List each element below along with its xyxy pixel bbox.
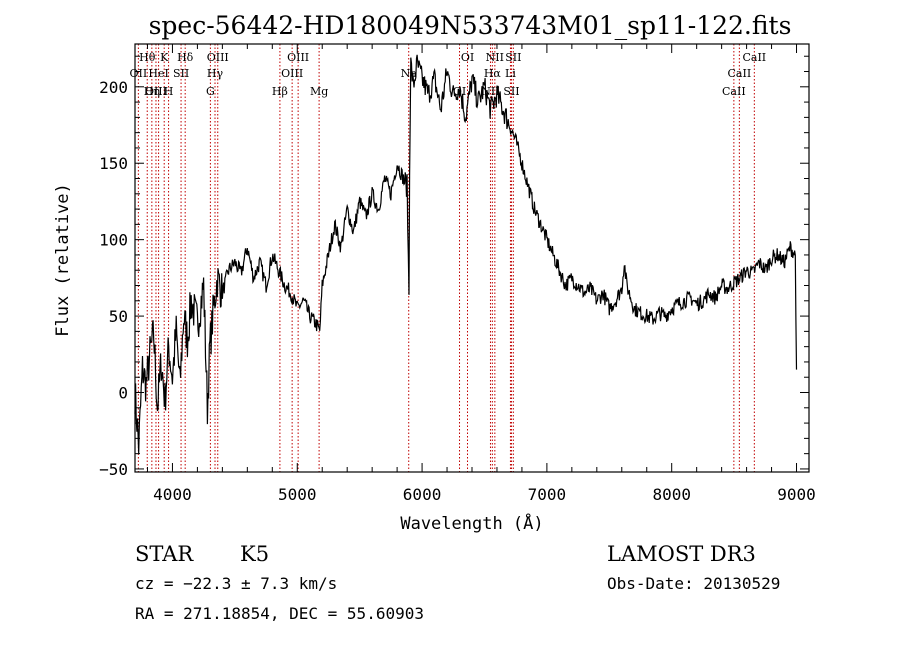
spectrum-series-line [134, 54, 798, 454]
line-label-7: SII [173, 67, 189, 80]
line-label-14: Hβ [272, 85, 288, 98]
line-label-26: CaII [722, 85, 746, 98]
coordinates-readout: RA = 271.18854, DEC = 55.60903 [135, 604, 424, 623]
line-label-27: CaII [742, 51, 766, 64]
line-label-19: Hα [484, 67, 502, 80]
survey-name: LAMOST DR3 [607, 542, 756, 566]
y-tick-label-1: 0 [118, 384, 128, 403]
line-label-25: CaII [728, 67, 752, 80]
line-label-18: OI [461, 51, 474, 64]
y-tick-label-2: 50 [109, 307, 128, 326]
spectral-subclass: K5 [240, 542, 269, 566]
y-tick-label-3: 100 [99, 231, 128, 250]
line-label-15: Mg [310, 85, 328, 98]
line-label-24: SII [505, 51, 521, 64]
y-tick-label-5: 200 [99, 78, 128, 97]
line-label-6: HeI [148, 67, 168, 80]
y-axis-label: Flux (relative) [53, 183, 73, 337]
line-label-22: Li [505, 67, 516, 80]
line-label-12: H [164, 85, 174, 98]
object-class: STAR [135, 542, 194, 566]
line-label-0: Hθ [139, 51, 156, 64]
y-tick-label-0: −50 [99, 460, 128, 479]
x-axis-ticks: 4000 5000 6000 7000 8000 9000 [146, 44, 816, 504]
line-label-20: SII [503, 85, 519, 98]
line-label-13: G [206, 85, 215, 98]
observation-date: Obs-Date: 20130529 [607, 574, 780, 593]
chart-title: spec-56442-HD180049N533743M01_sp11-122.f… [149, 11, 792, 40]
x-axis-label: Wavelength (Å) [400, 512, 543, 534]
line-label-4: OIII [287, 51, 309, 64]
x-tick-label-4: 8000 [652, 485, 691, 504]
x-tick-label-0: 4000 [153, 485, 192, 504]
x-tick-label-1: 5000 [278, 485, 317, 504]
line-label-9: OIII [281, 67, 303, 80]
line-label-3: OIII [207, 51, 229, 64]
line-label-5: OII [130, 67, 148, 80]
line-label-21: NII [486, 51, 504, 64]
line-label-11: Hη [144, 85, 160, 98]
x-tick-label-3: 7000 [528, 485, 567, 504]
line-label-16: Na [401, 67, 418, 80]
x-tick-label-5: 9000 [777, 485, 816, 504]
line-label-10: OIII [145, 85, 167, 98]
x-tick-label-2: 6000 [403, 485, 442, 504]
redshift-readout: cz = −22.3 ± 7.3 km/s [135, 574, 337, 593]
line-label-2: Hδ [177, 51, 194, 64]
line-label-8: Hγ [207, 67, 224, 80]
emission-line-markers [137, 44, 755, 472]
line-label-1: K [160, 51, 169, 64]
y-axis-ticks: −50 0 50 100 150 200 [99, 55, 809, 479]
y-tick-label-4: 150 [99, 154, 128, 173]
